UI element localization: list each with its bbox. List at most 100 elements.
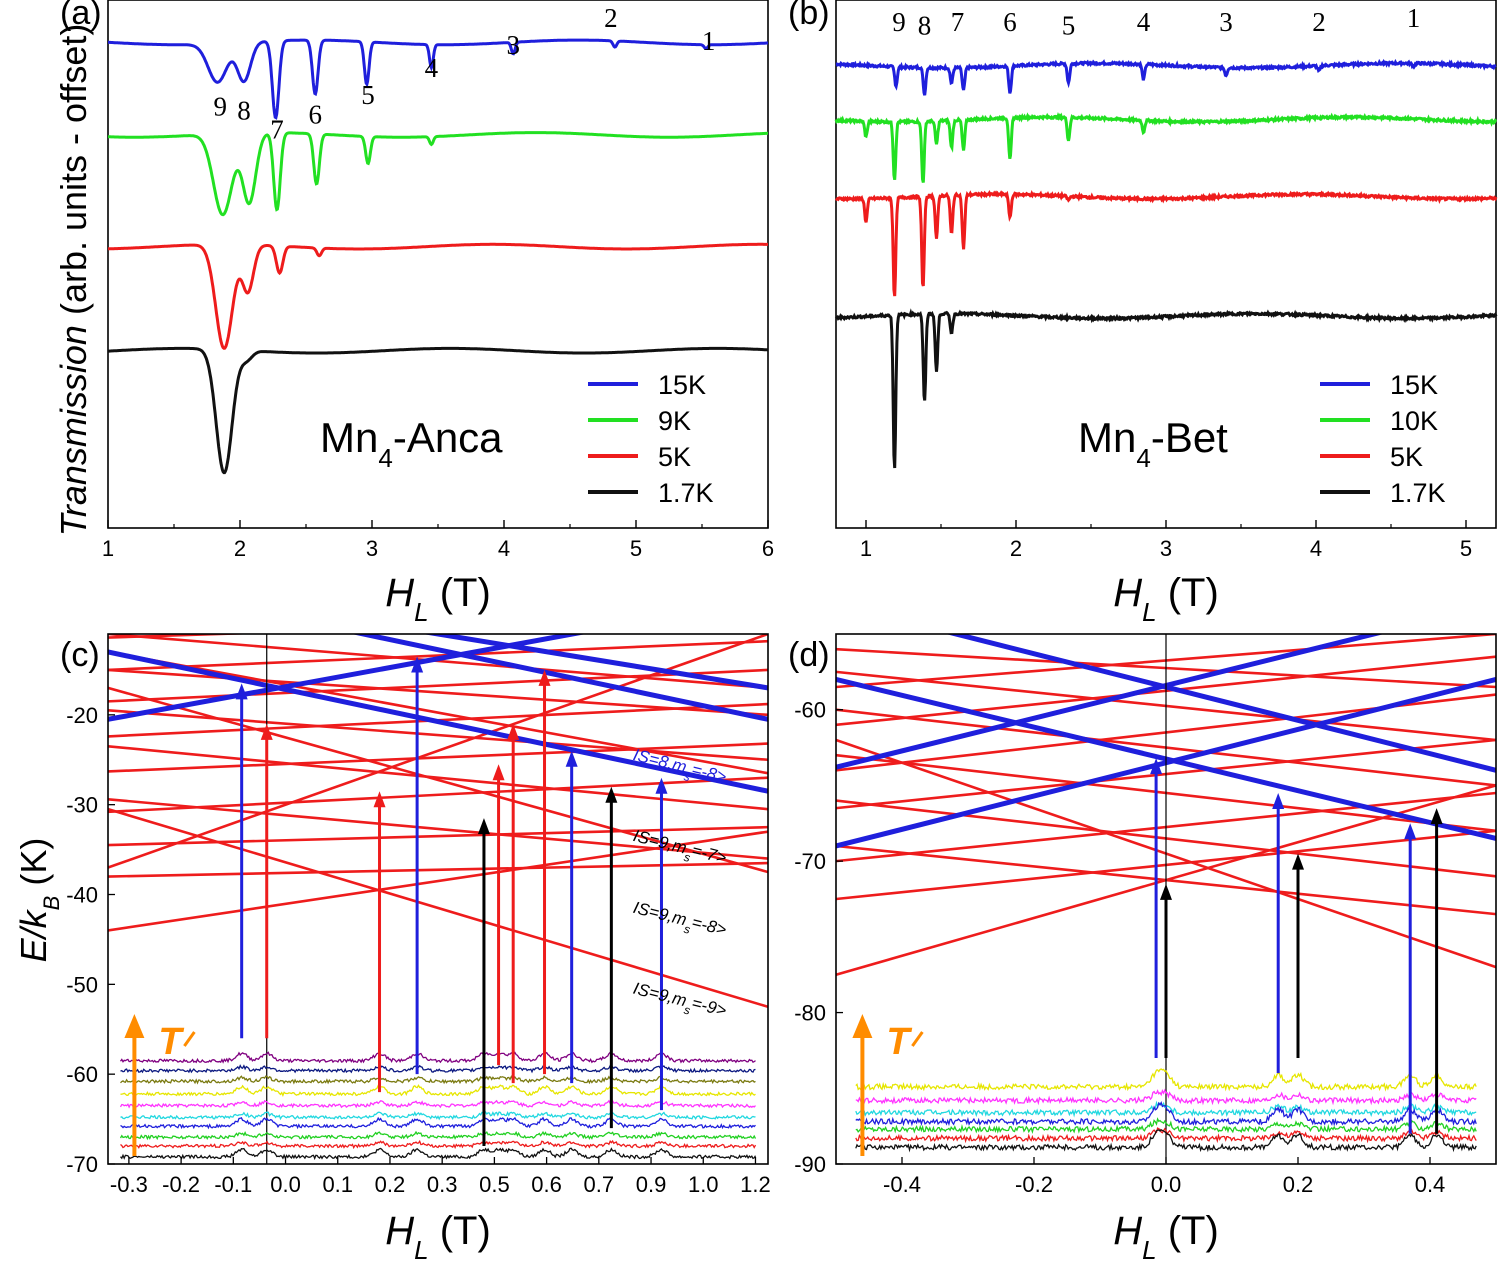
x-tick-label: 1 <box>860 536 872 561</box>
y-tick-label: -90 <box>794 1152 826 1177</box>
y-tick-label: -80 <box>794 1001 826 1026</box>
transition-arrowhead <box>373 791 386 808</box>
panel-label: (c) <box>60 636 100 674</box>
zeeman-level-red <box>108 668 768 717</box>
x-tick-label: 0.3 <box>427 1172 458 1197</box>
peak-number: 4 <box>1137 7 1151 37</box>
x-tick-label: 1 <box>102 536 114 561</box>
x-tick-label: 0.0 <box>1151 1172 1182 1197</box>
y-axis-label: Transmission (arb. units - offset) <box>53 24 94 537</box>
derivative-trace <box>120 1147 757 1161</box>
peak-number: 6 <box>308 99 322 129</box>
derivative-trace <box>120 1083 756 1097</box>
zeeman-level-red <box>108 639 768 672</box>
transition-arrowhead <box>655 777 668 794</box>
x-axis-label: HL (T) <box>1113 571 1219 627</box>
y-tick-label: -70 <box>66 1152 98 1177</box>
derivative-trace <box>120 1139 757 1150</box>
state-label: IS=9,ms=-8> <box>630 898 729 945</box>
derivative-trace <box>120 1116 756 1130</box>
spectrum-line-10K <box>834 111 1498 183</box>
spectrum-line-9K <box>108 131 768 217</box>
y-tick-label: -60 <box>66 1062 98 1087</box>
plot-area <box>836 634 1496 1164</box>
zeeman-level-blue <box>422 634 768 691</box>
y-tick-label: -70 <box>794 849 826 874</box>
zeeman-level-blue <box>108 649 768 794</box>
peak-number: 4 <box>425 53 439 83</box>
x-axis-label: HL (T) <box>1113 1209 1219 1265</box>
transition-arrowhead <box>492 764 505 781</box>
transition-arrowhead <box>565 750 578 767</box>
transition-arrowhead <box>1430 808 1443 825</box>
peak-number: 3 <box>506 30 520 60</box>
y-axis-label: E/kB (K) <box>13 838 64 963</box>
y-tick-label: -40 <box>66 883 98 908</box>
zeeman-level-red <box>108 634 768 869</box>
peak-number: 7 <box>270 115 284 145</box>
y-tick-label: -30 <box>66 793 98 818</box>
peak-number: 1 <box>702 26 716 56</box>
transition-arrowhead <box>1292 853 1304 870</box>
legend-label: 10K <box>1390 406 1438 436</box>
x-tick-label: 0.7 <box>584 1172 615 1197</box>
legend-label: 5K <box>1390 442 1423 472</box>
x-tick-label: -0.2 <box>1015 1172 1053 1197</box>
x-tick-label: -0.4 <box>883 1172 921 1197</box>
panel-label: (d) <box>788 636 830 674</box>
x-tick-label: 5 <box>1460 536 1472 561</box>
peak-number: 8 <box>237 95 251 125</box>
transition-arrowhead <box>477 818 490 835</box>
state-label: IS=9,ms=-9> <box>630 979 729 1026</box>
y-tick-label: -60 <box>794 698 826 723</box>
sample-label: Mn4-Bet <box>1078 414 1228 473</box>
zeeman-level-red <box>108 650 768 775</box>
transition-arrowhead <box>538 669 551 686</box>
derivative-trace <box>855 1068 1477 1092</box>
spectrum-line-5K <box>108 242 768 350</box>
transition-arrowhead <box>411 656 424 673</box>
x-tick-label: 0.0 <box>270 1172 301 1197</box>
derivative-trace <box>120 1074 756 1085</box>
x-tick-label: 6 <box>762 536 774 561</box>
transition-arrowhead <box>1272 793 1285 809</box>
x-tick-label: -0.1 <box>214 1172 252 1197</box>
peak-number: 7 <box>951 7 965 37</box>
x-tick-label: 3 <box>1160 536 1172 561</box>
zeeman-level-blue <box>351 634 768 722</box>
peak-number: 6 <box>1003 7 1017 37</box>
peak-number: 1 <box>1407 3 1421 33</box>
derivative-trace <box>120 1110 756 1121</box>
legend-label: 1.7K <box>658 478 714 508</box>
zeeman-level-red <box>108 861 768 878</box>
zeeman-level-red <box>108 686 768 874</box>
panel-label: (b) <box>788 0 830 32</box>
panel-c: -0.3 -0.2 -0.1 0.0 0.1 0.2 0.3 0.5 0.6 0.7 0.9 1.0 1… <box>13 633 771 1265</box>
x-tick-label: 0.5 <box>479 1172 510 1197</box>
peak-number: 2 <box>604 3 618 33</box>
legend-label: 5K <box>658 442 691 472</box>
x-tick-label: 0.4 <box>1415 1172 1446 1197</box>
temperature-rise-icon <box>183 1031 196 1047</box>
panel-d: -0.4 -0.2 0.0 0.2 0.4 -90 -80 -70 -60 T HL (T) (d) <box>788 633 1497 1265</box>
x-tick-label: 2 <box>234 536 246 561</box>
transition-arrowhead <box>1404 823 1417 840</box>
legend-label: 15K <box>1390 370 1438 400</box>
x-tick-label: 5 <box>630 536 642 561</box>
legend-label: 9K <box>658 406 691 436</box>
x-tick-label: 0.9 <box>636 1172 667 1197</box>
legend-label: 1.7K <box>1390 478 1446 508</box>
x-tick-label: 0.6 <box>531 1172 562 1197</box>
derivative-trace <box>855 1117 1477 1135</box>
panel-label: (a) <box>60 0 102 32</box>
legend-label: 15K <box>658 370 706 400</box>
peak-number: 5 <box>1062 11 1076 41</box>
spectrum-line-1.7K <box>108 346 768 475</box>
peak-number: 9 <box>213 92 227 122</box>
temperature-label: T <box>886 1021 912 1063</box>
transition-arrowhead <box>507 723 520 740</box>
x-axis-label: HL (T) <box>385 571 491 627</box>
spectrum-line-1.7K <box>834 308 1498 469</box>
